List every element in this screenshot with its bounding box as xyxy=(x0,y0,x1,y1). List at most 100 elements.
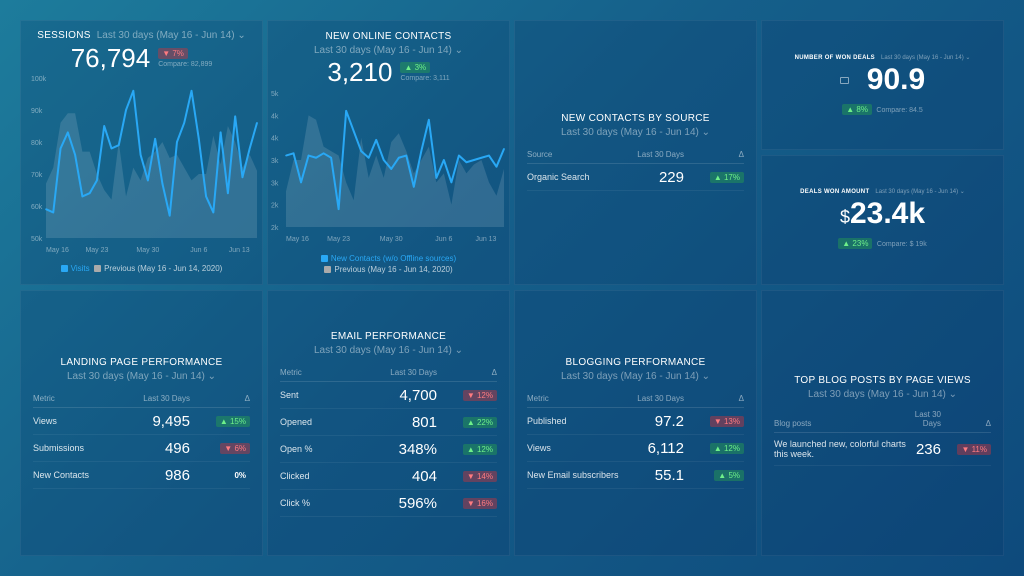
data-point xyxy=(117,144,120,146)
data-point xyxy=(300,181,302,184)
date-range-dropdown[interactable]: Last 30 days (May 16 - Jun 14) ⌄ xyxy=(807,389,957,400)
data-point xyxy=(375,139,378,141)
delta-badge: ▲ 12% xyxy=(709,442,744,454)
data-point xyxy=(420,150,423,152)
date-range-dropdown[interactable]: Last 30 days (May 16 - Jun 14) ⌄ xyxy=(96,30,246,41)
date-range-dropdown[interactable]: Last 30 days (May 16 - Jun 14) ⌄ xyxy=(880,55,971,61)
widget-title: LANDING PAGE PERFORMANCE xyxy=(60,357,223,368)
data-point xyxy=(67,131,69,134)
row-label: We launched new, colorful charts this we… xyxy=(774,432,911,466)
column-header: Metric xyxy=(280,364,339,382)
row-delta: ▼ 13% xyxy=(704,407,744,435)
legend-label: New Contacts (w/o Offline sources) xyxy=(330,254,457,263)
date-range-dropdown[interactable]: Last 30 days (May 16 - Jun 14) ⌄ xyxy=(560,127,710,138)
row-delta: ▼ 6% xyxy=(210,434,250,462)
new-contacts-by-source-widget: NEW CONTACTS BY SOURCE Last 30 days (May… xyxy=(514,20,757,285)
data-point xyxy=(285,154,287,157)
delta-badge: ▼ 6% xyxy=(220,442,250,454)
landing-page-performance-widget: LANDING PAGE PERFORMANCE Last 30 days (M… xyxy=(20,290,263,556)
row-value: 4,700 xyxy=(338,381,457,409)
widget-title: BLOGGING PERFORMANCE xyxy=(565,357,706,368)
row-value: 596% xyxy=(338,489,457,517)
table-row: We launched new, colorful charts this we… xyxy=(774,432,991,466)
row-label: Open % xyxy=(280,435,339,463)
x-tick-label: May 30 xyxy=(380,236,403,243)
data-point xyxy=(168,214,171,217)
column-header: Last 30 Days xyxy=(338,364,457,382)
row-value: 236 xyxy=(911,432,951,466)
widget-title: TOP BLOG POSTS BY PAGE VIEWS xyxy=(794,375,971,386)
won-deals-widget: NUMBER OF WON DEALS Last 30 days (May 16 … xyxy=(761,20,1004,150)
data-point xyxy=(241,176,244,178)
compare-value: Compare: $ 19k xyxy=(876,241,927,248)
data-point xyxy=(450,181,453,184)
y-tick-label: 90k xyxy=(31,108,43,115)
table-row: Opened 801 ▲ 22% xyxy=(280,408,497,436)
row-delta: ▼ 12% xyxy=(457,381,497,409)
row-label: Views xyxy=(527,434,630,462)
data-point xyxy=(315,156,317,159)
legend-new-contacts[interactable]: New Contacts (w/o Offline sources) xyxy=(268,253,509,264)
legend-visits[interactable]: Visits xyxy=(60,264,90,273)
row-value: 348% xyxy=(338,435,457,463)
date-range-dropdown[interactable]: Last 30 days (May 16 - Jun 14) ⌄ xyxy=(66,371,216,382)
widget-title: NEW ONLINE CONTACTS xyxy=(325,31,452,42)
current-series-line xyxy=(45,89,258,217)
y-tick-label: 100k xyxy=(31,76,47,83)
data-point xyxy=(488,154,490,157)
x-tick-label: Jun 13 xyxy=(229,247,250,254)
legend-previous[interactable]: Previous (May 16 - Jun 14, 2020) xyxy=(268,264,509,275)
data-point xyxy=(154,138,156,140)
table-row: Views 6,112 ▲ 12% xyxy=(527,434,744,462)
y-tick-label: 3k xyxy=(271,158,279,165)
y-tick-label: 60k xyxy=(31,204,43,211)
legend-previous[interactable]: Previous (May 16 - Jun 14, 2020) xyxy=(94,264,222,273)
data-point xyxy=(412,186,415,188)
date-range-dropdown[interactable]: Last 30 days (May 16 - Jun 14) ⌄ xyxy=(313,345,463,356)
row-label: Clicked xyxy=(280,462,339,490)
top-blog-posts-widget: TOP BLOG POSTS BY PAGE VIEWS Last 30 day… xyxy=(761,290,1004,556)
x-tick-label: Jun 13 xyxy=(475,236,496,243)
email-performance-widget: EMAIL PERFORMANCE Last 30 days (May 16 -… xyxy=(267,290,510,556)
compare-value: Compare: 84.5 xyxy=(876,107,923,114)
checkbox-icon xyxy=(320,255,328,262)
data-point xyxy=(248,147,251,150)
data-point xyxy=(110,147,113,150)
date-range-dropdown[interactable]: Last 30 days (May 16 - Jun 14) ⌄ xyxy=(313,45,463,56)
previous-series-area xyxy=(46,113,257,238)
data-point xyxy=(205,195,207,198)
column-header: Δ xyxy=(457,364,497,382)
delta-badge: ▼ 11% xyxy=(957,443,991,455)
table-row: Organic Search 229 ▲ 17% xyxy=(527,163,744,191)
row-value: 6,112 xyxy=(629,434,704,462)
widget-title: SESSIONS xyxy=(37,30,91,41)
compare-value: Compare: 82,899 xyxy=(158,61,213,68)
metric-value: 90.9 xyxy=(866,63,926,96)
row-delta: ▼ 11% xyxy=(951,432,991,466)
data-point xyxy=(256,122,258,124)
table-row: Submissions 496 ▼ 6% xyxy=(33,434,250,462)
column-header: Metric xyxy=(527,390,630,408)
widget-title: EMAIL PERFORMANCE xyxy=(330,331,447,342)
data-point xyxy=(322,152,325,155)
data-point xyxy=(125,109,127,111)
x-tick-label: May 23 xyxy=(327,236,350,243)
y-tick-label: 80k xyxy=(31,140,43,147)
column-header: Δ xyxy=(704,146,744,164)
data-point xyxy=(219,131,222,134)
y-tick-label: 4k xyxy=(271,136,279,143)
data-point xyxy=(212,211,215,214)
column-header: Δ xyxy=(210,390,250,408)
row-value: 229 xyxy=(612,163,704,191)
row-delta: ▲ 15% xyxy=(210,407,250,435)
metric-value: 3,210 xyxy=(327,57,393,87)
date-range-dropdown[interactable]: Last 30 days (May 16 - Jun 14) ⌄ xyxy=(875,189,965,195)
data-point xyxy=(352,130,355,132)
date-range-dropdown[interactable]: Last 30 days (May 16 - Jun 14) ⌄ xyxy=(560,371,710,382)
sessions-widget: SESSIONS Last 30 days (May 16 - Jun 14) ⌄… xyxy=(20,20,263,285)
source-table: Source Last 30 Days Δ Organic Search 229 ▲ 1… xyxy=(527,146,744,191)
row-value: 986 xyxy=(113,461,210,489)
data-point xyxy=(88,192,91,194)
row-delta: ▲ 12% xyxy=(457,435,497,463)
